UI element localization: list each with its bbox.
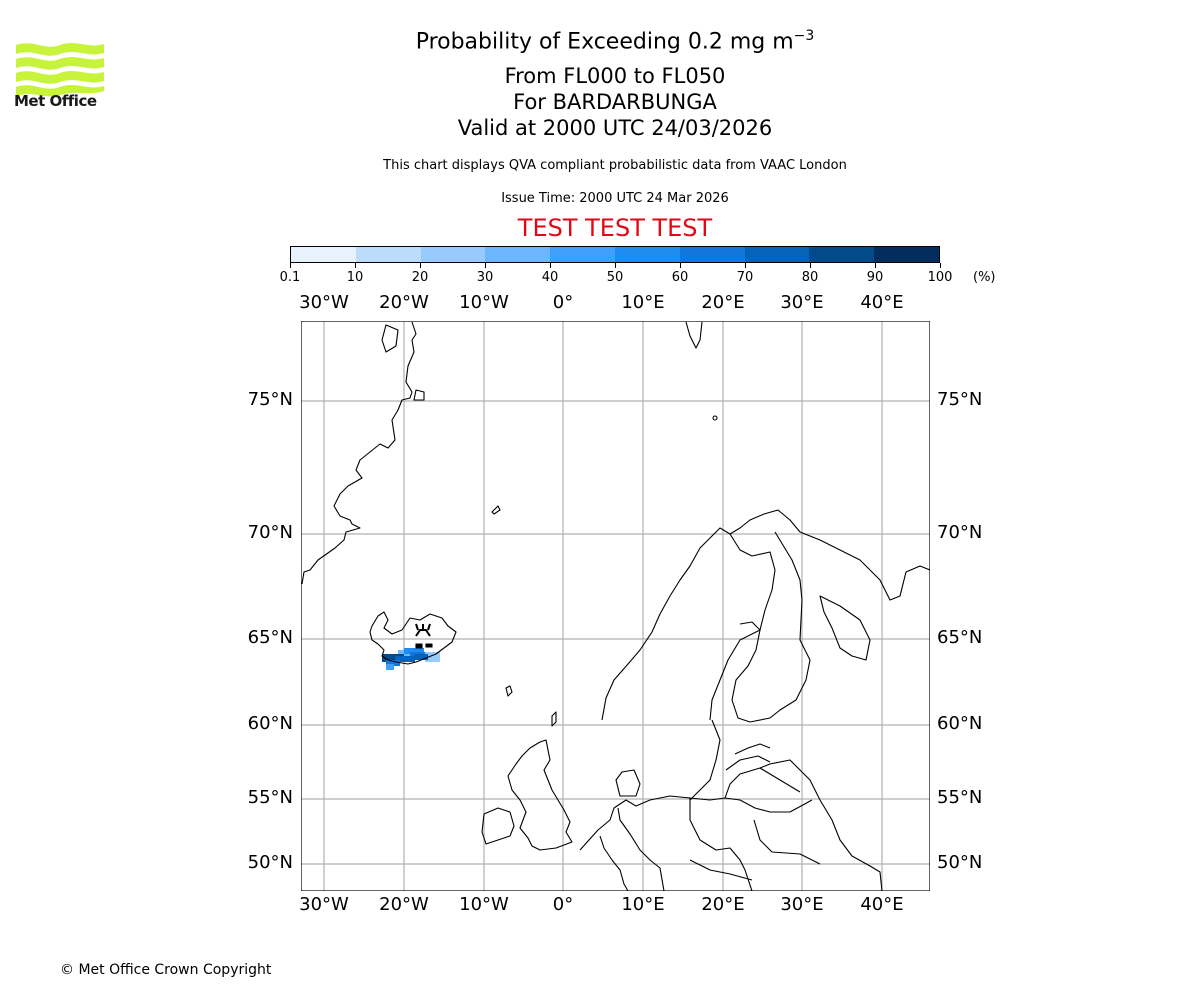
latitude-label: 65°N xyxy=(247,627,293,648)
latitude-label: 60°N xyxy=(247,713,293,734)
longitude-label: 30°E xyxy=(780,894,824,915)
longitude-label: 20°W xyxy=(379,292,429,313)
latitude-label: 75°N xyxy=(247,389,293,410)
colorbar-segment xyxy=(355,247,421,262)
longitude-label: 10°W xyxy=(459,292,509,313)
colorbar-tick xyxy=(355,263,356,268)
colorbar-segment xyxy=(679,247,745,262)
title-main: Probability of Exceeding 0.2 mg m xyxy=(415,29,794,55)
colorbar-tick xyxy=(485,263,486,268)
colorbar-segment xyxy=(550,247,615,262)
longitude-label: 20°W xyxy=(379,894,429,915)
colorbar-tick-label: 60 xyxy=(671,270,689,285)
disclaimer-text: This chart displays QVA compliant probab… xyxy=(383,158,847,173)
ash-probability-plume xyxy=(382,648,440,670)
copyright-footer: © Met Office Crown Copyright xyxy=(60,962,272,978)
colorbar-tick xyxy=(875,263,876,268)
test-banner: TEST TEST TEST xyxy=(517,214,713,242)
valid-time: Valid at 2000 UTC 24/03/2026 xyxy=(457,116,773,140)
colorbar-segment xyxy=(485,247,551,262)
coastlines xyxy=(301,321,930,891)
colorbar-tick xyxy=(615,263,616,268)
longitude-label: 30°E xyxy=(780,292,824,313)
longitude-label: 30°W xyxy=(299,894,349,915)
colorbar-tick-label: 100 xyxy=(927,270,953,285)
colorbar-tick-label: 80 xyxy=(801,270,819,285)
longitude-label: 10°E xyxy=(621,292,665,313)
colorbar-tick xyxy=(745,263,746,268)
title-superscript: −3 xyxy=(793,28,815,44)
map-plot xyxy=(301,321,930,891)
colorbar-tick-label: 30 xyxy=(476,270,494,285)
colorbar-tick-label: 0.1 xyxy=(279,270,301,285)
colorbar-tick-label: 40 xyxy=(541,270,559,285)
latitude-label: 70°N xyxy=(247,522,293,543)
gridlines xyxy=(301,321,930,891)
longitude-label: 0° xyxy=(552,894,574,915)
colorbar-segment xyxy=(874,247,939,262)
latitude-label: 75°N xyxy=(937,389,983,410)
colorbar-segment xyxy=(809,247,875,262)
colorbar-tick xyxy=(420,263,421,268)
latitude-label: 65°N xyxy=(937,627,983,648)
colorbar-tick-label: 90 xyxy=(866,270,884,285)
longitude-label: 10°W xyxy=(459,894,509,915)
colorbar-tick-label: 20 xyxy=(411,270,429,285)
latitude-label: 50°N xyxy=(247,852,293,873)
issue-time: Issue Time: 2000 UTC 24 Mar 2026 xyxy=(501,191,729,206)
colorbar-segment xyxy=(614,247,680,262)
longitude-label: 0° xyxy=(552,292,574,313)
longitude-label: 20°E xyxy=(701,292,745,313)
longitude-label: 40°E xyxy=(860,292,904,313)
colorbar-segment xyxy=(420,247,486,262)
chart-title: Probability of Exceeding 0.2 mg m−3 xyxy=(300,28,930,54)
colorbar-tick xyxy=(680,263,681,268)
logo-text: Met Office xyxy=(14,92,97,110)
volcano-name: For BARDARBUNGA xyxy=(513,90,717,114)
colorbar-segment xyxy=(291,247,356,262)
flight-level-range: From FL000 to FL050 xyxy=(504,64,726,88)
latitude-label: 60°N xyxy=(937,713,983,734)
colorbar-segment xyxy=(744,247,810,262)
colorbar xyxy=(290,246,940,263)
colorbar-tick-label: 50 xyxy=(606,270,624,285)
longitude-label: 40°E xyxy=(860,894,904,915)
longitude-label: 20°E xyxy=(701,894,745,915)
colorbar-tick xyxy=(940,263,941,268)
latitude-label: 55°N xyxy=(937,787,983,808)
colorbar-tick-label: 70 xyxy=(736,270,754,285)
colorbar-tick xyxy=(290,263,291,268)
colorbar-tick-label: 10 xyxy=(346,270,364,285)
met-office-logo-icon xyxy=(16,43,104,97)
latitude-label: 55°N xyxy=(247,787,293,808)
latitude-label: 50°N xyxy=(937,852,983,873)
colorbar-tick xyxy=(810,263,811,268)
longitude-label: 30°W xyxy=(299,292,349,313)
colorbar-unit: (%) xyxy=(973,270,996,285)
colorbar-tick xyxy=(550,263,551,268)
longitude-label: 10°E xyxy=(621,894,665,915)
latitude-label: 70°N xyxy=(937,522,983,543)
